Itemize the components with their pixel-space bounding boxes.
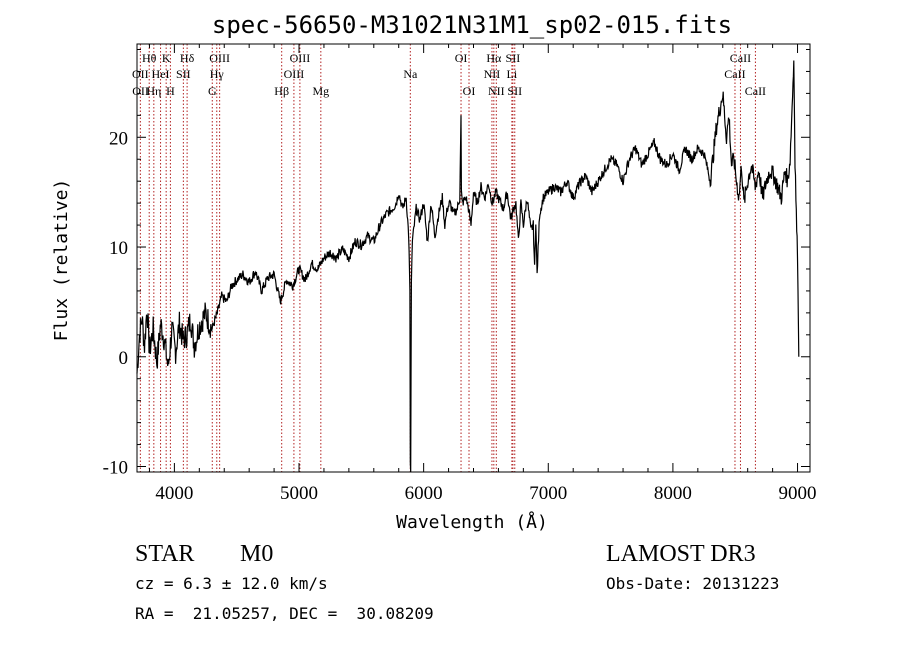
line-label-21: NII <box>484 67 501 81</box>
y-tick-label-1: 0 <box>119 348 129 369</box>
line-label-25: CaII <box>730 51 751 65</box>
line-label-6: Hδ <box>180 51 195 65</box>
y-axis-label: Flux (relative) <box>51 179 72 342</box>
line-label-4: HeI <box>152 67 170 81</box>
line-label-16: Na <box>403 67 418 81</box>
redshift-line: cz = 6.3 ± 12.0 km/s <box>135 574 328 593</box>
line-label-14: Hβ <box>274 84 289 98</box>
x-axis: 4000 5000 6000 7000 8000 9000 <box>148 44 817 504</box>
line-label-20: SII <box>506 51 521 65</box>
y-tick-label-2: 10 <box>109 238 128 259</box>
line-label-17: OI <box>455 51 468 65</box>
line-label-26: CaII <box>724 67 745 81</box>
chart-title: spec-56650-M31021N31M1_sp02-015.fits <box>212 11 732 39</box>
line-label-15: Mg <box>312 84 329 98</box>
line-label-22: Li <box>507 67 518 81</box>
x-tick-label-5: 9000 <box>779 483 817 504</box>
coordinates-line: RA = 21.05257, DEC = 30.08209 <box>135 604 434 623</box>
line-label-11: G <box>208 84 217 98</box>
object-class: STAR <box>135 541 195 567</box>
y-tick-label-3: 20 <box>109 128 128 149</box>
line-label-19: Hα <box>486 51 502 65</box>
line-label-13: OIII <box>284 67 305 81</box>
spectrum-line <box>136 60 800 473</box>
x-tick-label-0: 4000 <box>155 483 193 504</box>
line-label-8: H <box>166 84 175 98</box>
line-label-5: Hη <box>146 84 161 98</box>
y-tick-label-0: -10 <box>103 458 128 479</box>
line-label-23: NII <box>488 84 505 98</box>
x-tick-label-4: 8000 <box>654 483 692 504</box>
line-label-12: OIII <box>290 51 311 65</box>
line-label-1: OII <box>132 67 149 81</box>
x-tick-label-3: 7000 <box>529 483 567 504</box>
line-label-24: SII <box>507 84 522 98</box>
line-label-27: CaII <box>745 84 766 98</box>
line-label-3: K <box>162 51 171 65</box>
line-label-10: Hγ <box>210 67 225 81</box>
x-axis-label: Wavelength (Å) <box>396 511 548 533</box>
line-label-0: Hθ <box>142 51 157 65</box>
x-tick-label-1: 5000 <box>280 483 318 504</box>
object-subclass: M0 <box>240 541 274 567</box>
line-label-18: OI <box>463 84 476 98</box>
x-tick-label-2: 6000 <box>405 483 443 504</box>
y-axis: -10 0 10 20 <box>103 48 810 479</box>
obs-date-line: Obs-Date: 20131223 <box>606 574 780 593</box>
survey-name: LAMOST DR3 <box>606 541 756 567</box>
plot-frame <box>136 43 811 473</box>
line-label-7: SII <box>176 67 191 81</box>
line-label-9: OIII <box>209 51 230 65</box>
line-label-2: OII <box>132 84 149 98</box>
line-markers <box>139 44 756 472</box>
